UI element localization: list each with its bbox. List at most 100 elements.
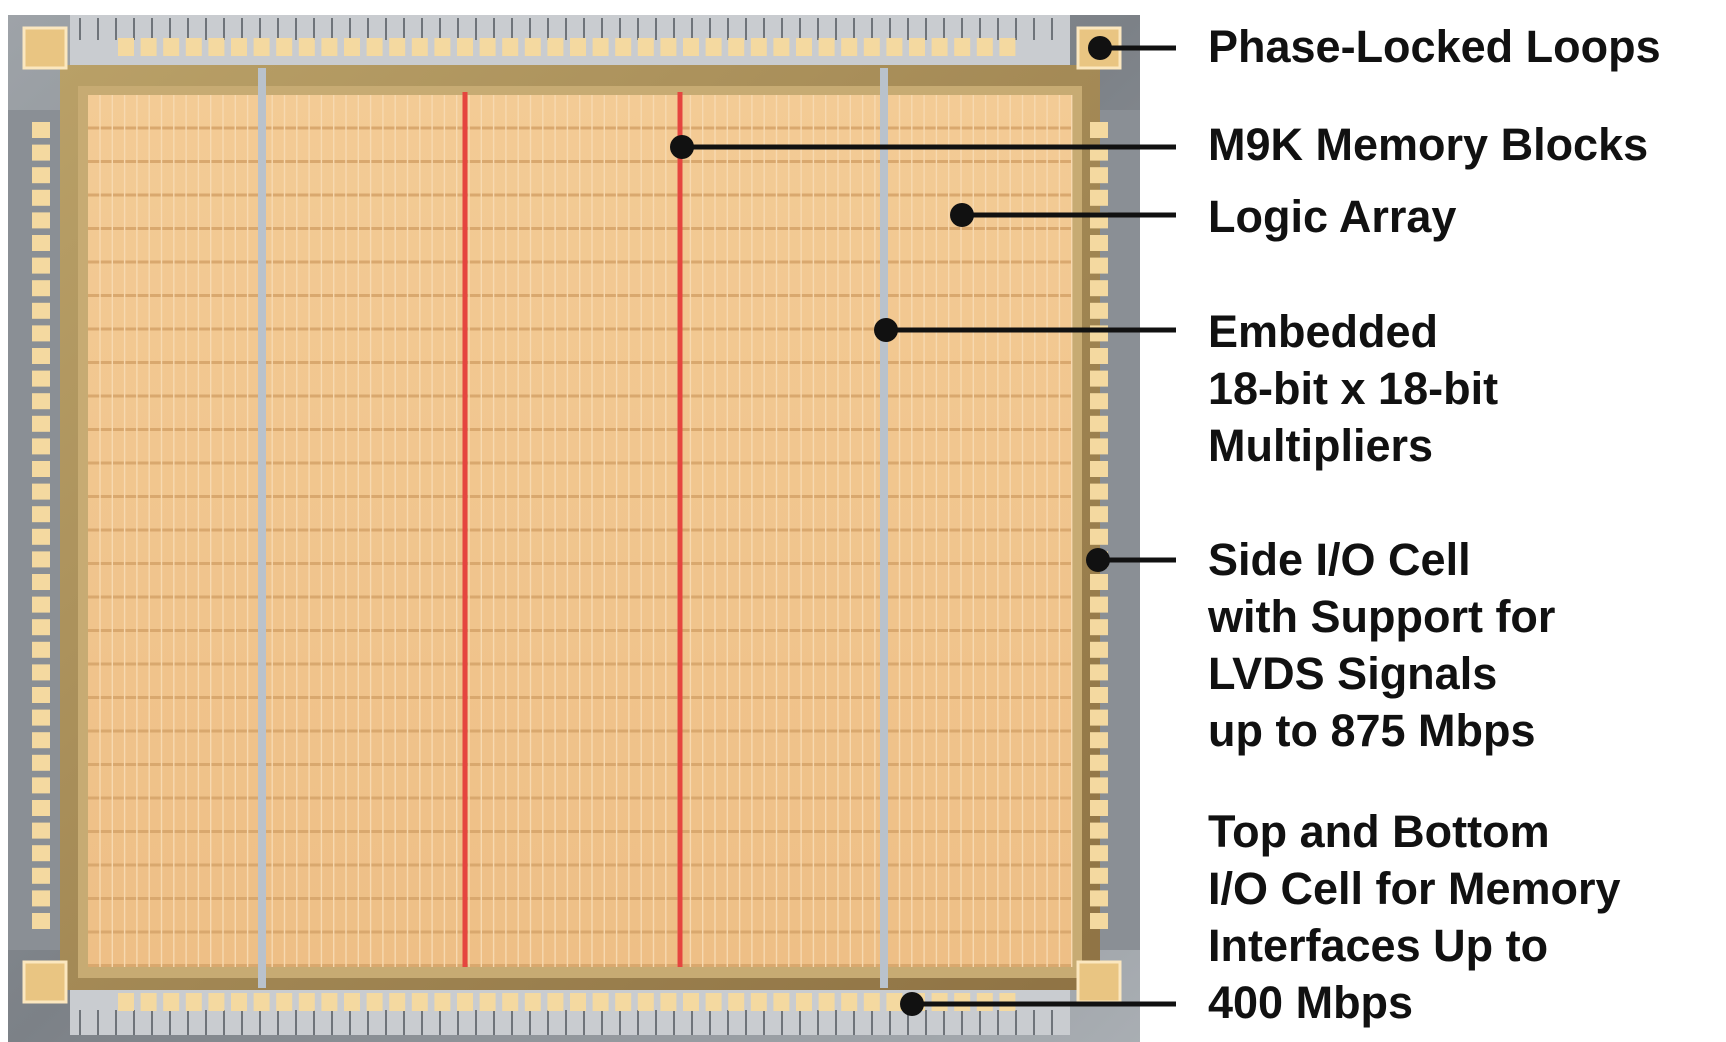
io-pad-right bbox=[1090, 867, 1108, 884]
io-pad-bottom bbox=[502, 993, 519, 1011]
io-pad-right bbox=[1090, 370, 1108, 387]
io-pad-left bbox=[32, 461, 50, 477]
io-pad-top bbox=[479, 38, 496, 56]
io-pad-bottom bbox=[547, 993, 564, 1011]
io-pad-left bbox=[32, 822, 50, 839]
pll-block bbox=[22, 26, 68, 70]
io-pad-left bbox=[32, 596, 50, 613]
io-pad-right bbox=[1090, 709, 1108, 726]
io-pad-right bbox=[1090, 393, 1108, 410]
io-pad-top bbox=[253, 38, 270, 56]
io-pad-right bbox=[1090, 280, 1108, 297]
io-pad-right bbox=[1090, 167, 1108, 184]
io-pad-bottom bbox=[276, 993, 293, 1011]
io-pad-left bbox=[32, 754, 50, 771]
io-pad-right bbox=[1090, 754, 1108, 771]
io-pad-right bbox=[1090, 687, 1108, 703]
io-pad-left bbox=[32, 415, 50, 432]
io-pad-top bbox=[863, 38, 880, 56]
io-pad-left bbox=[32, 867, 50, 884]
io-pad-left bbox=[32, 777, 50, 794]
io-pad-top bbox=[457, 38, 473, 56]
io-pad-left bbox=[32, 687, 50, 703]
io-pad-top bbox=[366, 38, 383, 56]
io-pad-bottom bbox=[524, 993, 541, 1011]
label-line: I/O Cell for Memory bbox=[1208, 863, 1621, 914]
io-pad-top bbox=[344, 38, 360, 56]
io-pad-left bbox=[32, 167, 50, 184]
memory-block-column bbox=[462, 92, 468, 967]
leader-logic-array-dot bbox=[950, 203, 974, 227]
io-pad-top bbox=[750, 38, 767, 56]
io-pad-top bbox=[276, 38, 293, 56]
io-pad-left bbox=[32, 235, 50, 251]
io-pad-right bbox=[1090, 348, 1108, 364]
io-pad-left bbox=[32, 189, 50, 206]
io-pad-bottom bbox=[863, 993, 880, 1011]
label-line: up to 875 Mbps bbox=[1208, 705, 1536, 756]
io-pad-bottom bbox=[615, 993, 632, 1011]
multiplier-column bbox=[880, 68, 888, 988]
io-pad-right bbox=[1090, 438, 1108, 455]
io-pad-top bbox=[886, 38, 903, 56]
ring-tick-marks bbox=[79, 18, 1053, 1035]
io-pad-bottom bbox=[683, 993, 699, 1011]
io-pad-top bbox=[434, 38, 451, 56]
label-line: 18-bit x 18-bit bbox=[1208, 363, 1499, 414]
io-pad-bottom bbox=[796, 993, 812, 1011]
io-pad-top bbox=[954, 38, 971, 56]
io-pad-top bbox=[841, 38, 858, 56]
io-pad-top bbox=[570, 38, 586, 56]
label-line: 400 Mbps bbox=[1208, 977, 1414, 1028]
io-pad-left bbox=[32, 732, 50, 749]
io-pad-bottom bbox=[163, 993, 180, 1011]
embedded-columns bbox=[258, 68, 888, 988]
io-pad-top bbox=[298, 38, 315, 56]
pll-block bbox=[1076, 960, 1122, 1004]
io-pad-left bbox=[32, 574, 50, 590]
io-pad-left bbox=[32, 144, 50, 161]
label-line: Logic Array bbox=[1208, 191, 1457, 242]
io-pad-left bbox=[32, 122, 50, 138]
label-line: LVDS Signals bbox=[1208, 648, 1498, 699]
io-pad-right bbox=[1090, 461, 1108, 477]
io-pad-bottom bbox=[479, 993, 496, 1011]
io-pad-top bbox=[592, 38, 609, 56]
io-pad-bottom bbox=[637, 993, 654, 1011]
io-pad-bottom bbox=[231, 993, 247, 1011]
io-pad-right bbox=[1090, 528, 1108, 545]
io-pad-top bbox=[547, 38, 564, 56]
io-pad-right bbox=[1090, 822, 1108, 839]
io-pad-top bbox=[818, 38, 835, 56]
leader-lines bbox=[670, 36, 1176, 1016]
io-pad-bottom bbox=[660, 993, 677, 1011]
io-pad-right bbox=[1090, 122, 1108, 138]
io-pad-right bbox=[1090, 189, 1108, 206]
io-pad-bottom bbox=[705, 993, 722, 1011]
leader-phase-locked-loops-dot bbox=[1088, 36, 1112, 60]
label-line: Embedded bbox=[1208, 306, 1439, 357]
io-pad-right bbox=[1090, 777, 1108, 794]
io-pad-top bbox=[705, 38, 722, 56]
io-pad-bottom bbox=[841, 993, 858, 1011]
label-line: Side I/O Cell bbox=[1208, 534, 1471, 585]
memory-block-column bbox=[677, 92, 683, 967]
io-pad-bottom bbox=[457, 993, 473, 1011]
io-pad-left bbox=[32, 348, 50, 364]
io-pad-right bbox=[1090, 641, 1108, 658]
io-pad-top bbox=[909, 38, 925, 56]
leader-m9k-memory-blocks-dot bbox=[670, 135, 694, 159]
io-pad-left bbox=[32, 438, 50, 455]
io-pad-right bbox=[1090, 596, 1108, 613]
leader-embedded-multipliers-dot bbox=[874, 318, 898, 342]
pll-blocks bbox=[22, 26, 1122, 1004]
io-pad-top bbox=[185, 38, 202, 56]
io-pad-right bbox=[1090, 415, 1108, 432]
io-pad-top bbox=[524, 38, 541, 56]
io-pad-top bbox=[999, 38, 1016, 56]
io-pad-top bbox=[118, 38, 134, 56]
label-side-io-cell: Side I/O Cell with Support for LVDS Sign… bbox=[1208, 531, 1555, 759]
io-pad-right bbox=[1090, 845, 1108, 862]
io-pad-left bbox=[32, 325, 50, 342]
io-pad-bottom bbox=[570, 993, 586, 1011]
